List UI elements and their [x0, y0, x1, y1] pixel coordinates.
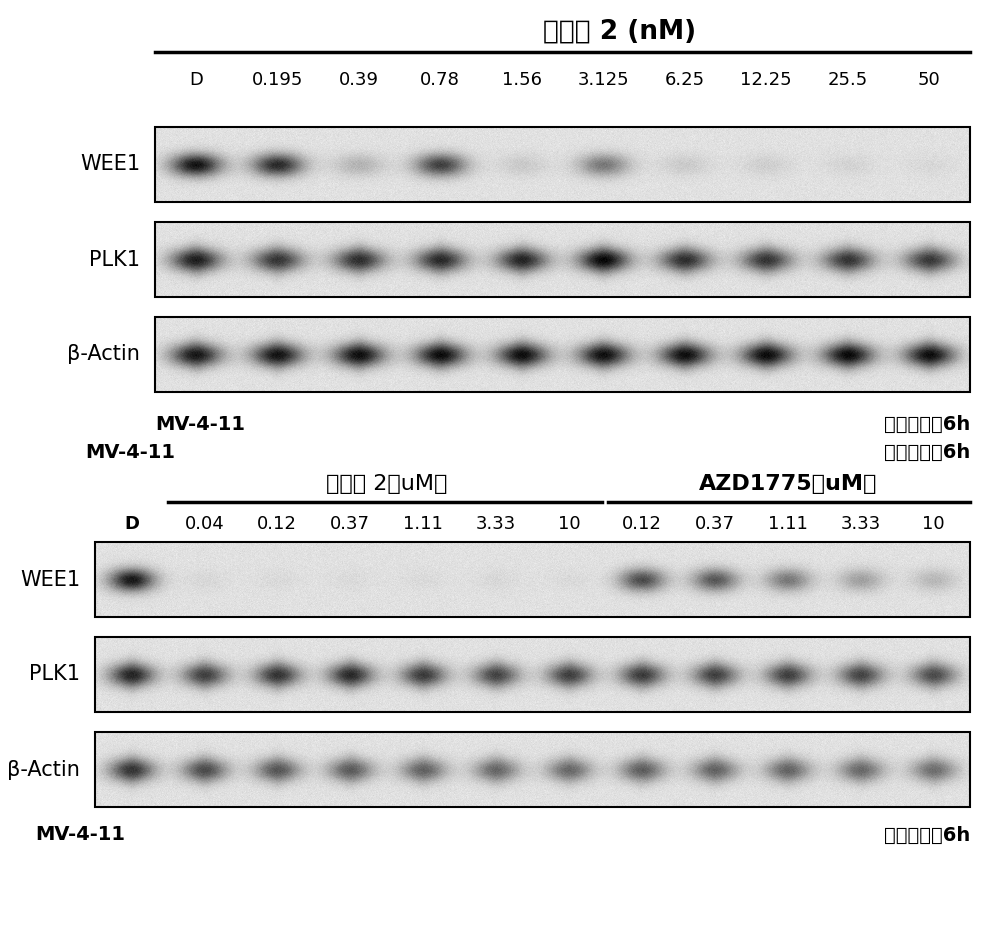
Text: 处理时间：6h: 处理时间：6h	[884, 825, 970, 844]
Text: 0.37: 0.37	[330, 515, 370, 533]
Text: 1.11: 1.11	[403, 515, 443, 533]
Bar	[155, 222, 970, 297]
Bar	[95, 637, 970, 712]
Text: 25.5: 25.5	[828, 71, 868, 89]
Text: 3.125: 3.125	[577, 71, 629, 89]
Text: 处理时间：6h: 处理时间：6h	[884, 414, 970, 433]
Text: β-Actin: β-Actin	[7, 759, 80, 779]
Text: 0.12: 0.12	[257, 515, 297, 533]
Text: 50: 50	[918, 71, 941, 89]
Text: WEE1: WEE1	[80, 154, 140, 174]
Bar	[95, 732, 970, 807]
Text: 化合物 2（uM）: 化合物 2（uM）	[326, 474, 447, 494]
Text: 3.33: 3.33	[840, 515, 881, 533]
Text: 1.11: 1.11	[768, 515, 808, 533]
Text: β-Actin: β-Actin	[67, 345, 140, 365]
Text: MV-4-11: MV-4-11	[155, 414, 245, 433]
Text: 10: 10	[558, 515, 580, 533]
Text: 0.39: 0.39	[339, 71, 379, 89]
Text: 0.78: 0.78	[420, 71, 460, 89]
Text: 0.04: 0.04	[184, 515, 224, 533]
Text: D: D	[189, 71, 203, 89]
Text: PLK1: PLK1	[29, 664, 80, 685]
Bar	[155, 317, 970, 392]
Bar	[155, 127, 970, 202]
Text: 处理时间：6h: 处理时间：6h	[884, 443, 970, 462]
Text: 6.25: 6.25	[665, 71, 705, 89]
Text: PLK1: PLK1	[89, 250, 140, 269]
Text: WEE1: WEE1	[20, 570, 80, 590]
Text: 3.33: 3.33	[476, 515, 516, 533]
Text: 0.195: 0.195	[252, 71, 303, 89]
Text: 10: 10	[922, 515, 945, 533]
Text: 化合物 2 (nM): 化合物 2 (nM)	[543, 19, 696, 45]
Text: 0.37: 0.37	[695, 515, 735, 533]
Bar	[95, 542, 970, 617]
Text: 0.12: 0.12	[622, 515, 662, 533]
Text: D: D	[124, 515, 139, 533]
Text: AZD1775（uM）: AZD1775（uM）	[699, 474, 877, 494]
Text: 12.25: 12.25	[740, 71, 792, 89]
Text: MV-4-11: MV-4-11	[35, 825, 125, 844]
Text: MV-4-11: MV-4-11	[85, 443, 175, 462]
Text: 1.56: 1.56	[502, 71, 542, 89]
